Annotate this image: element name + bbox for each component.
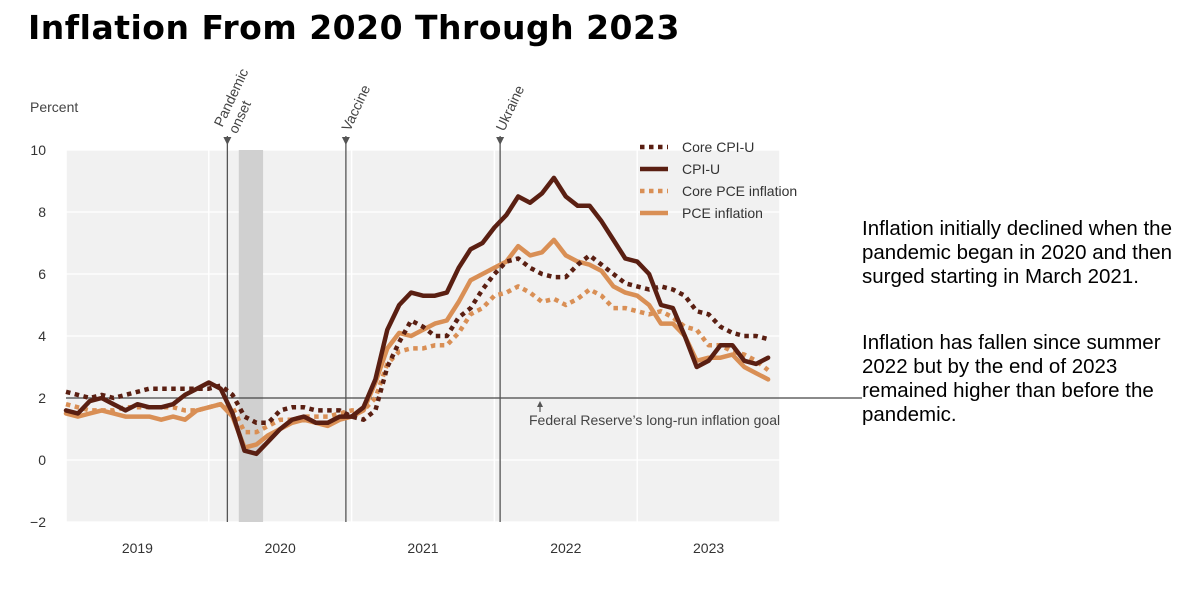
y-tick-label: 0 bbox=[38, 452, 46, 468]
side-note-recent: Inflation has fallen since summer 2022 b… bbox=[862, 331, 1161, 426]
x-year-label: 2023 bbox=[693, 540, 724, 556]
legend-entry: Core CPI-U bbox=[682, 139, 754, 155]
x-year-label: 2021 bbox=[407, 540, 438, 556]
event-label: Ukraine bbox=[492, 83, 527, 134]
event-label: Vaccine bbox=[338, 82, 373, 133]
page-title: Inflation From 2020 Through 2023 bbox=[28, 8, 680, 47]
x-year-label: 2022 bbox=[550, 540, 581, 556]
event-arrow bbox=[496, 137, 505, 145]
side-note-pandemic: Inflation initially declined when the pa… bbox=[862, 217, 1173, 288]
event-arrow bbox=[341, 137, 350, 145]
series-line-core-pce-inflation bbox=[65, 284, 770, 435]
legend-entry: CPI-U bbox=[682, 161, 720, 177]
recession-shading bbox=[238, 150, 264, 522]
y-tick-label: 8 bbox=[38, 204, 46, 220]
goal-annotation: Federal Reserve’s long-run inflation goa… bbox=[529, 412, 780, 428]
legend-entry: Core PCE inflation bbox=[682, 183, 797, 199]
series-line-cpi-u bbox=[63, 175, 771, 457]
event-label-group: Vaccine bbox=[338, 82, 373, 133]
legend-entry: PCE inflation bbox=[682, 205, 763, 221]
x-year-label: 2019 bbox=[122, 540, 153, 556]
y-axis-label: Percent bbox=[30, 99, 78, 115]
y-tick-label: −2 bbox=[30, 514, 46, 530]
event-arrow bbox=[223, 137, 232, 145]
y-tick-label: 6 bbox=[38, 266, 46, 282]
event-label-group: Ukraine bbox=[492, 83, 527, 134]
y-tick-label: 4 bbox=[38, 328, 46, 344]
series-line-core-cpi-u bbox=[65, 253, 769, 426]
series-line-pce-inflation bbox=[63, 237, 771, 450]
goal-pointer-arrow bbox=[537, 401, 543, 407]
y-tick-label: 10 bbox=[30, 142, 46, 158]
x-year-label: 2020 bbox=[265, 540, 296, 556]
y-tick-label: 2 bbox=[38, 390, 46, 406]
